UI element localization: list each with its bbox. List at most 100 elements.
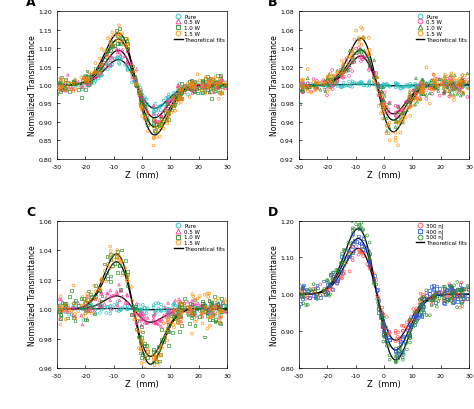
- Point: [153, 358, 160, 365]
- Point: [304, 84, 311, 90]
- Point: [88, 294, 96, 300]
- Point: [217, 304, 224, 310]
- Point: [157, 308, 164, 315]
- Point: [375, 85, 383, 91]
- Point: [186, 304, 193, 310]
- Point: [212, 89, 219, 95]
- Point: [381, 83, 389, 90]
- Point: [304, 84, 311, 90]
- Point: [143, 310, 150, 317]
- Point: [109, 306, 116, 312]
- Point: [70, 301, 77, 307]
- Point: [209, 309, 217, 315]
- Point: [104, 276, 111, 282]
- Point: [426, 81, 434, 88]
- Point: [216, 79, 223, 85]
- Point: [419, 77, 427, 84]
- Point: [91, 296, 99, 302]
- Point: [177, 99, 185, 106]
- Point: [428, 284, 436, 290]
- Point: [153, 118, 160, 125]
- Point: [404, 324, 412, 331]
- Point: [62, 79, 70, 85]
- Point: [379, 304, 386, 311]
- Point: [137, 97, 145, 103]
- Point: [304, 81, 311, 88]
- Point: [55, 85, 62, 91]
- Point: [116, 62, 123, 68]
- Point: [380, 331, 387, 337]
- Point: [443, 296, 451, 303]
- Point: [184, 85, 191, 92]
- Point: [359, 247, 366, 253]
- Point: [55, 305, 62, 312]
- Point: [416, 297, 424, 303]
- Point: [465, 80, 472, 87]
- Point: [373, 82, 380, 88]
- Point: [430, 85, 438, 92]
- Point: [141, 354, 148, 360]
- Point: [410, 98, 417, 104]
- Point: [418, 87, 426, 94]
- Point: [181, 301, 188, 307]
- Point: [70, 87, 77, 93]
- Point: [307, 289, 315, 295]
- Point: [329, 87, 337, 93]
- Point: [440, 84, 447, 90]
- Point: [156, 104, 164, 110]
- Point: [55, 306, 62, 312]
- Point: [365, 36, 373, 42]
- Point: [177, 94, 185, 101]
- Point: [449, 86, 456, 93]
- Point: [130, 76, 138, 82]
- Point: [56, 89, 64, 95]
- Point: [428, 86, 436, 93]
- Point: [334, 79, 341, 85]
- Point: [109, 263, 116, 270]
- Point: [194, 85, 201, 92]
- Point: [364, 83, 371, 90]
- Point: [446, 85, 453, 92]
- Point: [128, 312, 136, 318]
- Point: [114, 54, 121, 61]
- Point: [169, 93, 177, 99]
- Point: [204, 86, 212, 93]
- Point: [458, 77, 465, 84]
- Point: [98, 62, 106, 68]
- Point: [326, 84, 333, 91]
- Point: [422, 88, 430, 94]
- Point: [302, 302, 310, 309]
- Point: [164, 98, 172, 105]
- Point: [83, 293, 91, 300]
- Point: [58, 309, 66, 316]
- Point: [413, 308, 421, 315]
- Point: [157, 115, 164, 121]
- Point: [392, 348, 400, 355]
- Point: [86, 302, 94, 309]
- Point: [82, 303, 89, 310]
- Point: [392, 354, 400, 360]
- Point: [419, 90, 427, 97]
- Point: [155, 321, 162, 328]
- Point: [201, 86, 209, 93]
- Point: [155, 104, 162, 110]
- Point: [55, 86, 63, 93]
- Point: [419, 87, 427, 94]
- Point: [191, 310, 199, 317]
- Point: [454, 82, 461, 88]
- Point: [322, 288, 329, 294]
- Point: [115, 308, 123, 315]
- Point: [304, 288, 311, 294]
- Point: [429, 78, 437, 84]
- Point: [124, 42, 131, 49]
- Point: [77, 95, 85, 101]
- Point: [133, 306, 140, 312]
- Point: [206, 83, 213, 89]
- Point: [351, 248, 358, 255]
- Point: [189, 311, 196, 318]
- Point: [84, 77, 92, 84]
- Point: [141, 117, 148, 123]
- Point: [118, 31, 126, 37]
- Point: [399, 334, 407, 340]
- Point: [433, 84, 441, 90]
